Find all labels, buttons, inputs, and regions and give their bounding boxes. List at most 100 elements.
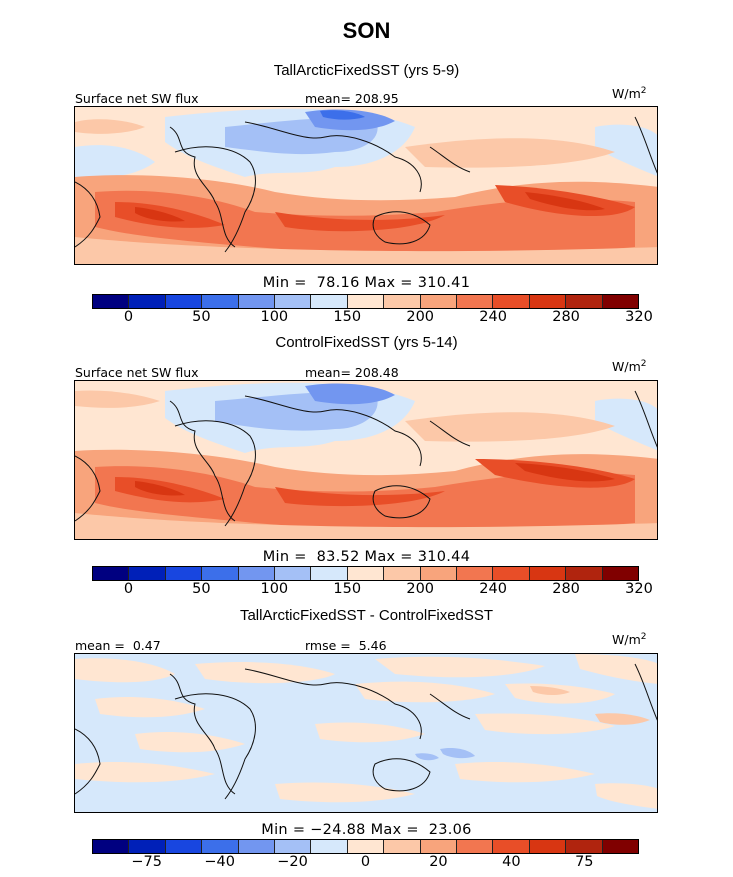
- colorbar-swatch: [275, 567, 312, 580]
- panel-3-rmse-value: 5.46: [358, 638, 387, 653]
- panel-2-mean: mean= 208.48: [305, 365, 399, 380]
- panel-3-min-value: −24.88: [310, 822, 366, 838]
- colorbar-tick-label: 50: [192, 309, 211, 325]
- colorbar-swatch: [165, 840, 203, 853]
- colorbar-swatch: [311, 295, 348, 308]
- panel-3-mean: mean = 0.47: [75, 638, 161, 653]
- panel-1-field: [75, 107, 657, 264]
- panel-2-map: [74, 380, 658, 540]
- colorbar-swatch: [566, 840, 603, 853]
- colorbar-swatch: [238, 567, 276, 580]
- colorbar-swatch: [420, 567, 458, 580]
- colorbar-swatch: [165, 295, 203, 308]
- panel-3-units-label: W/m: [612, 632, 641, 648]
- colorbar-swatch: [165, 567, 203, 580]
- colorbar-tick-label: 0: [123, 309, 134, 325]
- colorbar-tick-label: 200: [406, 581, 435, 597]
- panel-3-title: TallArcticFixedSST - ControlFixedSST: [239, 607, 494, 624]
- panel-3-units: W/m2: [612, 632, 646, 647]
- colorbar-swatch: [457, 567, 494, 580]
- panel-2-min-label: Min =: [262, 549, 307, 565]
- colorbar-swatch: [238, 295, 276, 308]
- panel-1-units-exp: 2: [640, 86, 647, 96]
- panel-2-field: [75, 381, 657, 539]
- panel-3-mean-value: 0.47: [132, 638, 161, 653]
- panel-1-max-label: Max =: [364, 275, 413, 291]
- panel-1-units-label: W/m: [612, 86, 641, 102]
- colorbar-swatch: [384, 567, 421, 580]
- colorbar-tick-label: 280: [552, 309, 580, 325]
- panel-3-minmax: Min = −24.88 Max = 23.06: [0, 822, 733, 838]
- colorbar-tick-label: −20: [277, 854, 308, 870]
- panel-3-colorbar: [92, 839, 639, 854]
- colorbar-tick-label: 240: [479, 309, 507, 325]
- colorbar-swatch: [202, 295, 239, 308]
- panel-2-units: W/m2: [612, 359, 646, 374]
- colorbar-tick-label: 40: [502, 854, 521, 870]
- colorbar-swatch: [129, 295, 166, 308]
- panel-3-map: [74, 653, 658, 813]
- colorbar-swatch: [529, 840, 567, 853]
- panel-2-mean-label: mean=: [305, 365, 351, 380]
- panel-2-variable-label: Surface net SW flux: [75, 365, 199, 380]
- panel-3-mean-label: mean =: [75, 638, 125, 653]
- colorbar-swatch: [420, 840, 458, 853]
- colorbar-swatch: [347, 567, 385, 580]
- colorbar-tick-label: 320: [625, 309, 653, 325]
- colorbar-swatch: [384, 840, 421, 853]
- panel-1-units: W/m2: [612, 86, 646, 101]
- panel-1-variable-label: Surface net SW flux: [75, 91, 199, 106]
- panel-3-rmse: rmse = 5.46: [305, 638, 387, 653]
- colorbar-swatch: [493, 567, 530, 580]
- colorbar-swatch: [529, 567, 567, 580]
- colorbar-swatch: [529, 295, 567, 308]
- colorbar-tick-label: −75: [131, 854, 162, 870]
- panel-2-minmax: Min = 83.52 Max = 310.44: [0, 549, 733, 565]
- colorbar-swatch: [238, 840, 276, 853]
- colorbar-swatch: [602, 840, 639, 853]
- colorbar-swatch: [311, 840, 348, 853]
- colorbar-swatch: [311, 567, 348, 580]
- panel-1-mean-value: 208.95: [354, 91, 399, 106]
- colorbar-swatch: [93, 295, 130, 308]
- panel-2-min-value: 83.52: [316, 549, 360, 565]
- colorbar-swatch: [602, 567, 639, 580]
- panel-3-max-label: Max =: [370, 822, 419, 838]
- colorbar-swatch: [566, 567, 603, 580]
- panel-1-mean: mean= 208.95: [305, 91, 399, 106]
- colorbar-swatch: [384, 295, 421, 308]
- colorbar-swatch: [275, 840, 312, 853]
- panel-1-colorbar: [92, 294, 639, 309]
- colorbar-swatch: [457, 295, 494, 308]
- colorbar-tick-label: 100: [260, 309, 289, 325]
- panel-2-title: ControlFixedSST (yrs 5-14): [275, 334, 458, 351]
- colorbar-swatch: [129, 567, 166, 580]
- colorbar-tick-label: 0: [123, 581, 134, 597]
- panel-3-max-value: 23.06: [428, 822, 472, 838]
- colorbar-swatch: [202, 567, 239, 580]
- colorbar-swatch: [202, 840, 239, 853]
- colorbar-swatch: [602, 295, 639, 308]
- panel-2-mean-value: 208.48: [354, 365, 399, 380]
- colorbar-tick-label: 100: [260, 581, 289, 597]
- colorbar-tick-label: 320: [625, 581, 653, 597]
- panel-3-colorbar-ticks: −75 −40 −20 0 20 40 75: [92, 854, 639, 874]
- colorbar-tick-label: 50: [192, 581, 211, 597]
- panel-2-max-label: Max =: [364, 549, 413, 565]
- panel-1-min-value: 78.16: [316, 275, 360, 291]
- colorbar-swatch: [129, 840, 166, 853]
- figure-title: SON: [342, 18, 391, 43]
- panel-2-units-label: W/m: [612, 359, 641, 375]
- panel-3-rmse-label: rmse =: [305, 638, 351, 653]
- colorbar-swatch: [566, 295, 603, 308]
- colorbar-tick-label: 150: [333, 581, 362, 597]
- colorbar-tick-label: 75: [575, 854, 594, 870]
- colorbar-swatch: [93, 567, 130, 580]
- colorbar-tick-label: 200: [406, 309, 435, 325]
- panel-2-max-value: 310.44: [417, 549, 471, 565]
- panel-2-colorbar: [92, 566, 639, 581]
- panel-2-units-exp: 2: [640, 359, 647, 369]
- panel-3-units-exp: 2: [640, 632, 647, 642]
- panel-2-colorbar-ticks: 0 50 100 150 200 240 280 320: [92, 581, 653, 601]
- panel-1-title: TallArcticFixedSST (yrs 5-9): [273, 62, 460, 79]
